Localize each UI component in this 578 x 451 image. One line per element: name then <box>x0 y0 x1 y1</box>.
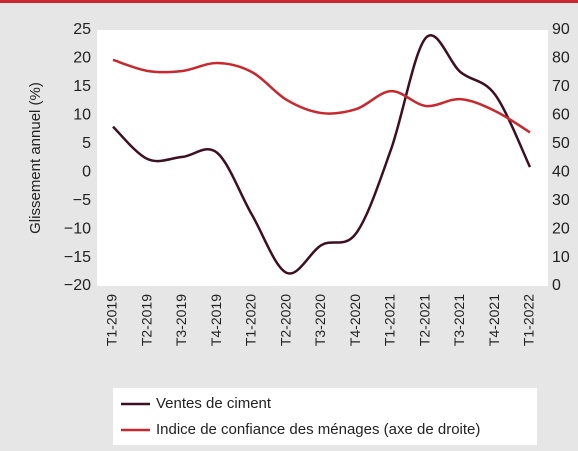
x-tick-label: T1-2022 <box>521 294 537 346</box>
y2-tick-label: 0 <box>552 277 561 294</box>
y-axis-label: Glissement annuel (%) <box>27 82 44 234</box>
series-line <box>112 34 532 275</box>
y2-tick-label: 20 <box>552 220 570 237</box>
plot-area <box>97 30 548 286</box>
x-tick-label: T2-2020 <box>277 294 293 346</box>
y-tick-label: 10 <box>73 107 91 124</box>
y-tick-label: −10 <box>64 220 91 237</box>
legend-label: Ventes de ciment <box>156 395 272 412</box>
y-tick-label: 20 <box>73 50 91 67</box>
y-tick-label: 5 <box>82 135 91 152</box>
x-tick-label: T3-2021 <box>451 294 467 346</box>
y2-tick-label: 60 <box>552 107 570 124</box>
y-tick-label: 25 <box>73 21 91 38</box>
x-tick-label: T3-2020 <box>312 294 328 346</box>
y2-tick-label: 30 <box>552 192 570 209</box>
y-tick-label: 0 <box>82 163 91 180</box>
x-tick-label: T1-2020 <box>243 294 259 346</box>
y-tick-label: −5 <box>73 192 91 209</box>
x-tick-label: T1-2019 <box>104 294 120 346</box>
y2-tick-label: 90 <box>552 21 570 38</box>
x-tick-label: T4-2020 <box>347 294 363 346</box>
y2-tick-label: 50 <box>552 135 570 152</box>
x-tick-label: T1-2021 <box>382 294 398 346</box>
x-tick-label: T2-2019 <box>138 294 154 346</box>
y-tick-label: −20 <box>64 277 91 294</box>
x-tick-label: T4-2019 <box>208 294 224 346</box>
y2-tick-label: 80 <box>552 50 570 67</box>
legend <box>113 388 537 445</box>
legend-label: Indice de confiance des ménages (axe de … <box>156 421 480 438</box>
x-tick-label: T4-2021 <box>486 294 502 346</box>
y2-tick-label: 70 <box>552 78 570 95</box>
x-tick-label: T3-2019 <box>173 294 189 346</box>
y2-tick-label: 10 <box>552 249 570 266</box>
y2-tick-label: 40 <box>552 163 570 180</box>
y-tick-label: −15 <box>64 249 91 266</box>
y-tick-label: 15 <box>73 78 91 95</box>
series-line <box>112 58 531 134</box>
top-rule <box>0 0 578 3</box>
x-tick-label: T2-2021 <box>416 294 432 346</box>
